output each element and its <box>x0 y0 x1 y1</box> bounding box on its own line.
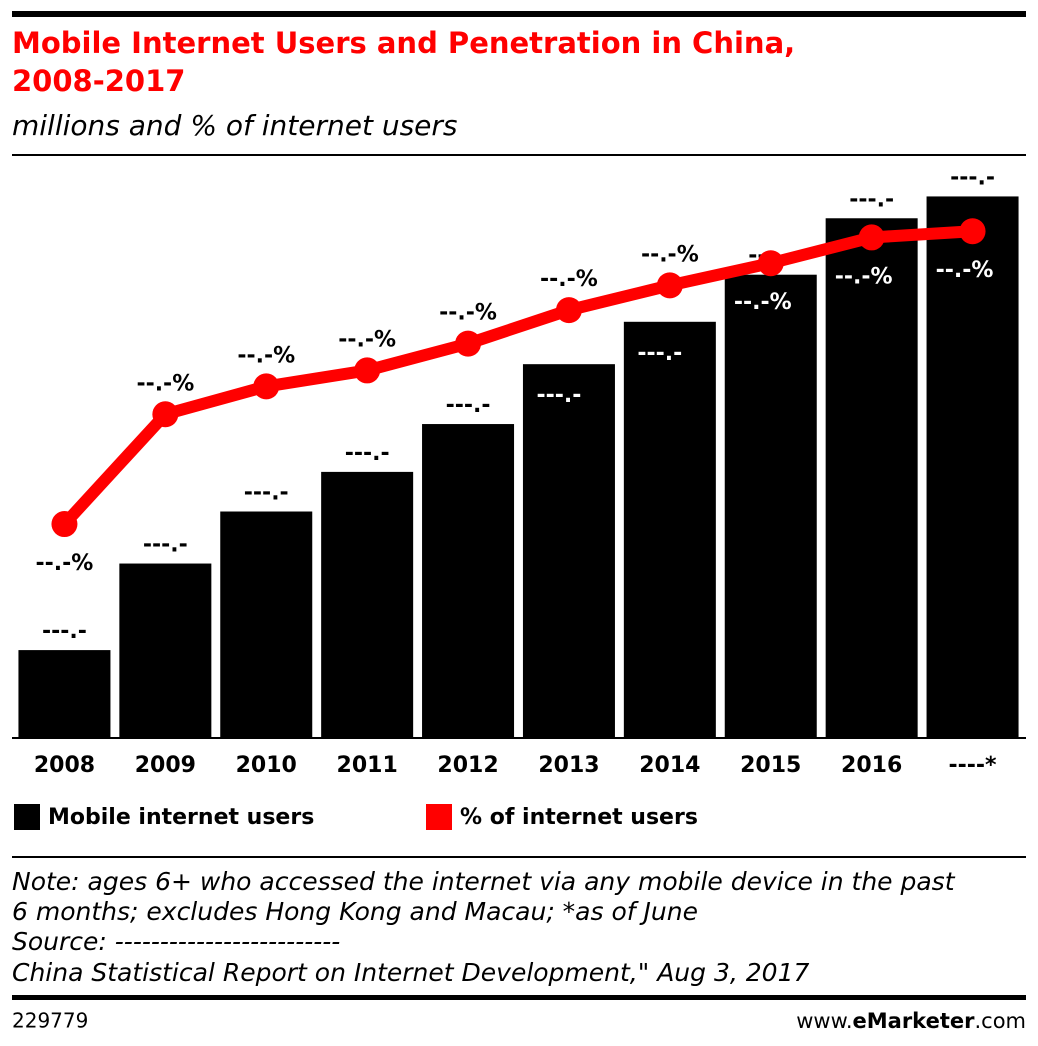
site-part: eMarketer <box>853 1009 976 1033</box>
rule <box>12 856 1026 858</box>
x-tick-label: 2009 <box>135 753 196 778</box>
point <box>959 218 986 245</box>
chart-id: 229779 <box>12 1009 88 1033</box>
bar-label: ---.- <box>849 187 894 212</box>
point <box>555 297 582 324</box>
note: 6 months; excludes Hong Kong and Macau; … <box>12 897 698 926</box>
bar-label: ---.- <box>950 165 995 190</box>
x-tick-label: 2011 <box>337 753 398 778</box>
line-label: --.-% <box>540 267 598 292</box>
bar-label: ---.- <box>345 441 390 466</box>
title: 2008-2017 <box>12 64 185 98</box>
bar <box>926 196 1019 738</box>
point <box>757 250 784 277</box>
line-label: --.-% <box>835 264 893 289</box>
note: Note: ages 6+ who accessed the internet … <box>12 867 956 896</box>
point <box>51 511 78 538</box>
x-tick-label: 2012 <box>437 753 498 778</box>
subtitle: millions and % of internet users <box>12 109 457 142</box>
rule <box>12 995 1026 1000</box>
point <box>253 373 280 400</box>
line-label: --.-% <box>936 258 994 283</box>
x-tick-label: 2015 <box>740 753 801 778</box>
bar <box>18 650 111 738</box>
legend-label: Mobile internet users <box>48 805 314 830</box>
bar <box>724 274 817 738</box>
bar <box>623 321 716 738</box>
x-tick-label: 2014 <box>639 753 700 778</box>
line-label: --.-% <box>439 301 497 326</box>
site: www.eMarketer.com <box>796 1009 1026 1033</box>
x-tick-label: 2016 <box>841 753 902 778</box>
x-tick-label: ----* <box>949 753 998 778</box>
line-label: --.-% <box>734 290 792 315</box>
line-label: --.-% <box>338 327 396 352</box>
legend-label: % of internet users <box>460 805 698 830</box>
x-tick-label: 2010 <box>236 753 297 778</box>
point <box>354 357 381 384</box>
bar <box>522 364 615 738</box>
line-label: --.-% <box>237 343 295 368</box>
bar-label: ---.- <box>244 481 289 506</box>
point <box>455 330 482 357</box>
site-part: www. <box>796 1009 852 1033</box>
bar <box>321 471 414 738</box>
site-part: .com <box>974 1009 1026 1033</box>
bar <box>825 218 918 738</box>
title: Mobile Internet Users and Penetration in… <box>12 26 795 60</box>
legend-swatch <box>426 804 452 830</box>
bar <box>119 563 212 738</box>
point <box>858 224 885 251</box>
bar-label: ---.- <box>42 619 87 644</box>
note: China Statistical Report on Internet Dev… <box>12 958 809 987</box>
line-label: --.-% <box>641 242 699 267</box>
line-label: --.-% <box>36 551 94 576</box>
line-label: --.-% <box>136 371 194 396</box>
bar <box>422 424 515 738</box>
note: Source: ------------------------- <box>12 927 340 956</box>
point <box>656 272 683 299</box>
line <box>60 225 973 529</box>
bar-label: ---.- <box>143 533 188 558</box>
x-tick-label: 2013 <box>538 753 599 778</box>
point <box>152 401 179 428</box>
rule <box>12 154 1026 156</box>
legend-swatch <box>14 804 40 830</box>
baseline <box>12 737 1026 739</box>
top-rule <box>12 11 1026 17</box>
bar-label: ---.- <box>537 383 582 408</box>
bar <box>220 511 313 738</box>
bar-label: ---.- <box>637 341 682 366</box>
bar-label: ---.- <box>446 393 491 418</box>
x-tick-label: 2008 <box>34 753 95 778</box>
